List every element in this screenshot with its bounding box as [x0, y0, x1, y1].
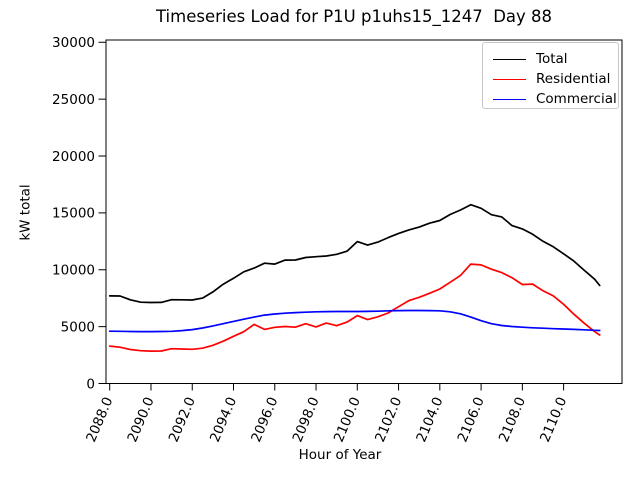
legend-item-residential: Residential	[483, 69, 618, 89]
residential-series-line	[108, 263, 601, 352]
legend-label-total: Total	[536, 51, 568, 67]
y-tick-label: 0	[86, 376, 95, 392]
y-tick-label: 15000	[52, 206, 95, 222]
commercial-series-line	[108, 309, 601, 333]
y-tick-label: 5000	[61, 319, 95, 335]
y-tick-label: 30000	[52, 35, 95, 51]
x-tick-label: 2096.0	[248, 395, 281, 445]
chart-title: Timeseries Load for P1U p1uhs15_1247 Day…	[155, 7, 553, 26]
x-tick-label: 2102.0	[372, 395, 405, 445]
legend: Total Residential Commercial	[482, 42, 619, 109]
x-tick-label: 2092.0	[166, 395, 199, 445]
x-tick-label: 2104.0	[413, 395, 446, 445]
y-tick-label: 20000	[52, 149, 95, 165]
x-tick-label: 2100.0	[331, 395, 364, 445]
x-tick-label: 2088.0	[83, 395, 116, 445]
x-tick-label: 2090.0	[124, 395, 157, 445]
residential-line-swatch	[493, 78, 526, 80]
x-tick-label: 2108.0	[496, 395, 529, 445]
x-tick-label: 2110.0	[537, 395, 570, 445]
legend-label-commercial: Commercial	[536, 91, 617, 107]
legend-item-commercial: Commercial	[483, 89, 618, 109]
x-tick-label: 2094.0	[207, 395, 240, 445]
y-axis-label: kW total	[17, 184, 34, 241]
legend-item-total: Total	[483, 49, 618, 69]
total-series-line	[108, 203, 601, 304]
x-axis-label: Hour of Year	[298, 447, 382, 463]
y-tick-label: 25000	[52, 92, 95, 108]
commercial-line-swatch	[493, 98, 526, 100]
legend-label-residential: Residential	[536, 71, 611, 87]
total-line-swatch	[493, 58, 526, 60]
x-tick-label: 2106.0	[455, 395, 488, 445]
axes-frame	[105, 39, 623, 384]
x-tick-label: 2098.0	[290, 395, 323, 445]
y-tick-label: 10000	[52, 263, 95, 279]
